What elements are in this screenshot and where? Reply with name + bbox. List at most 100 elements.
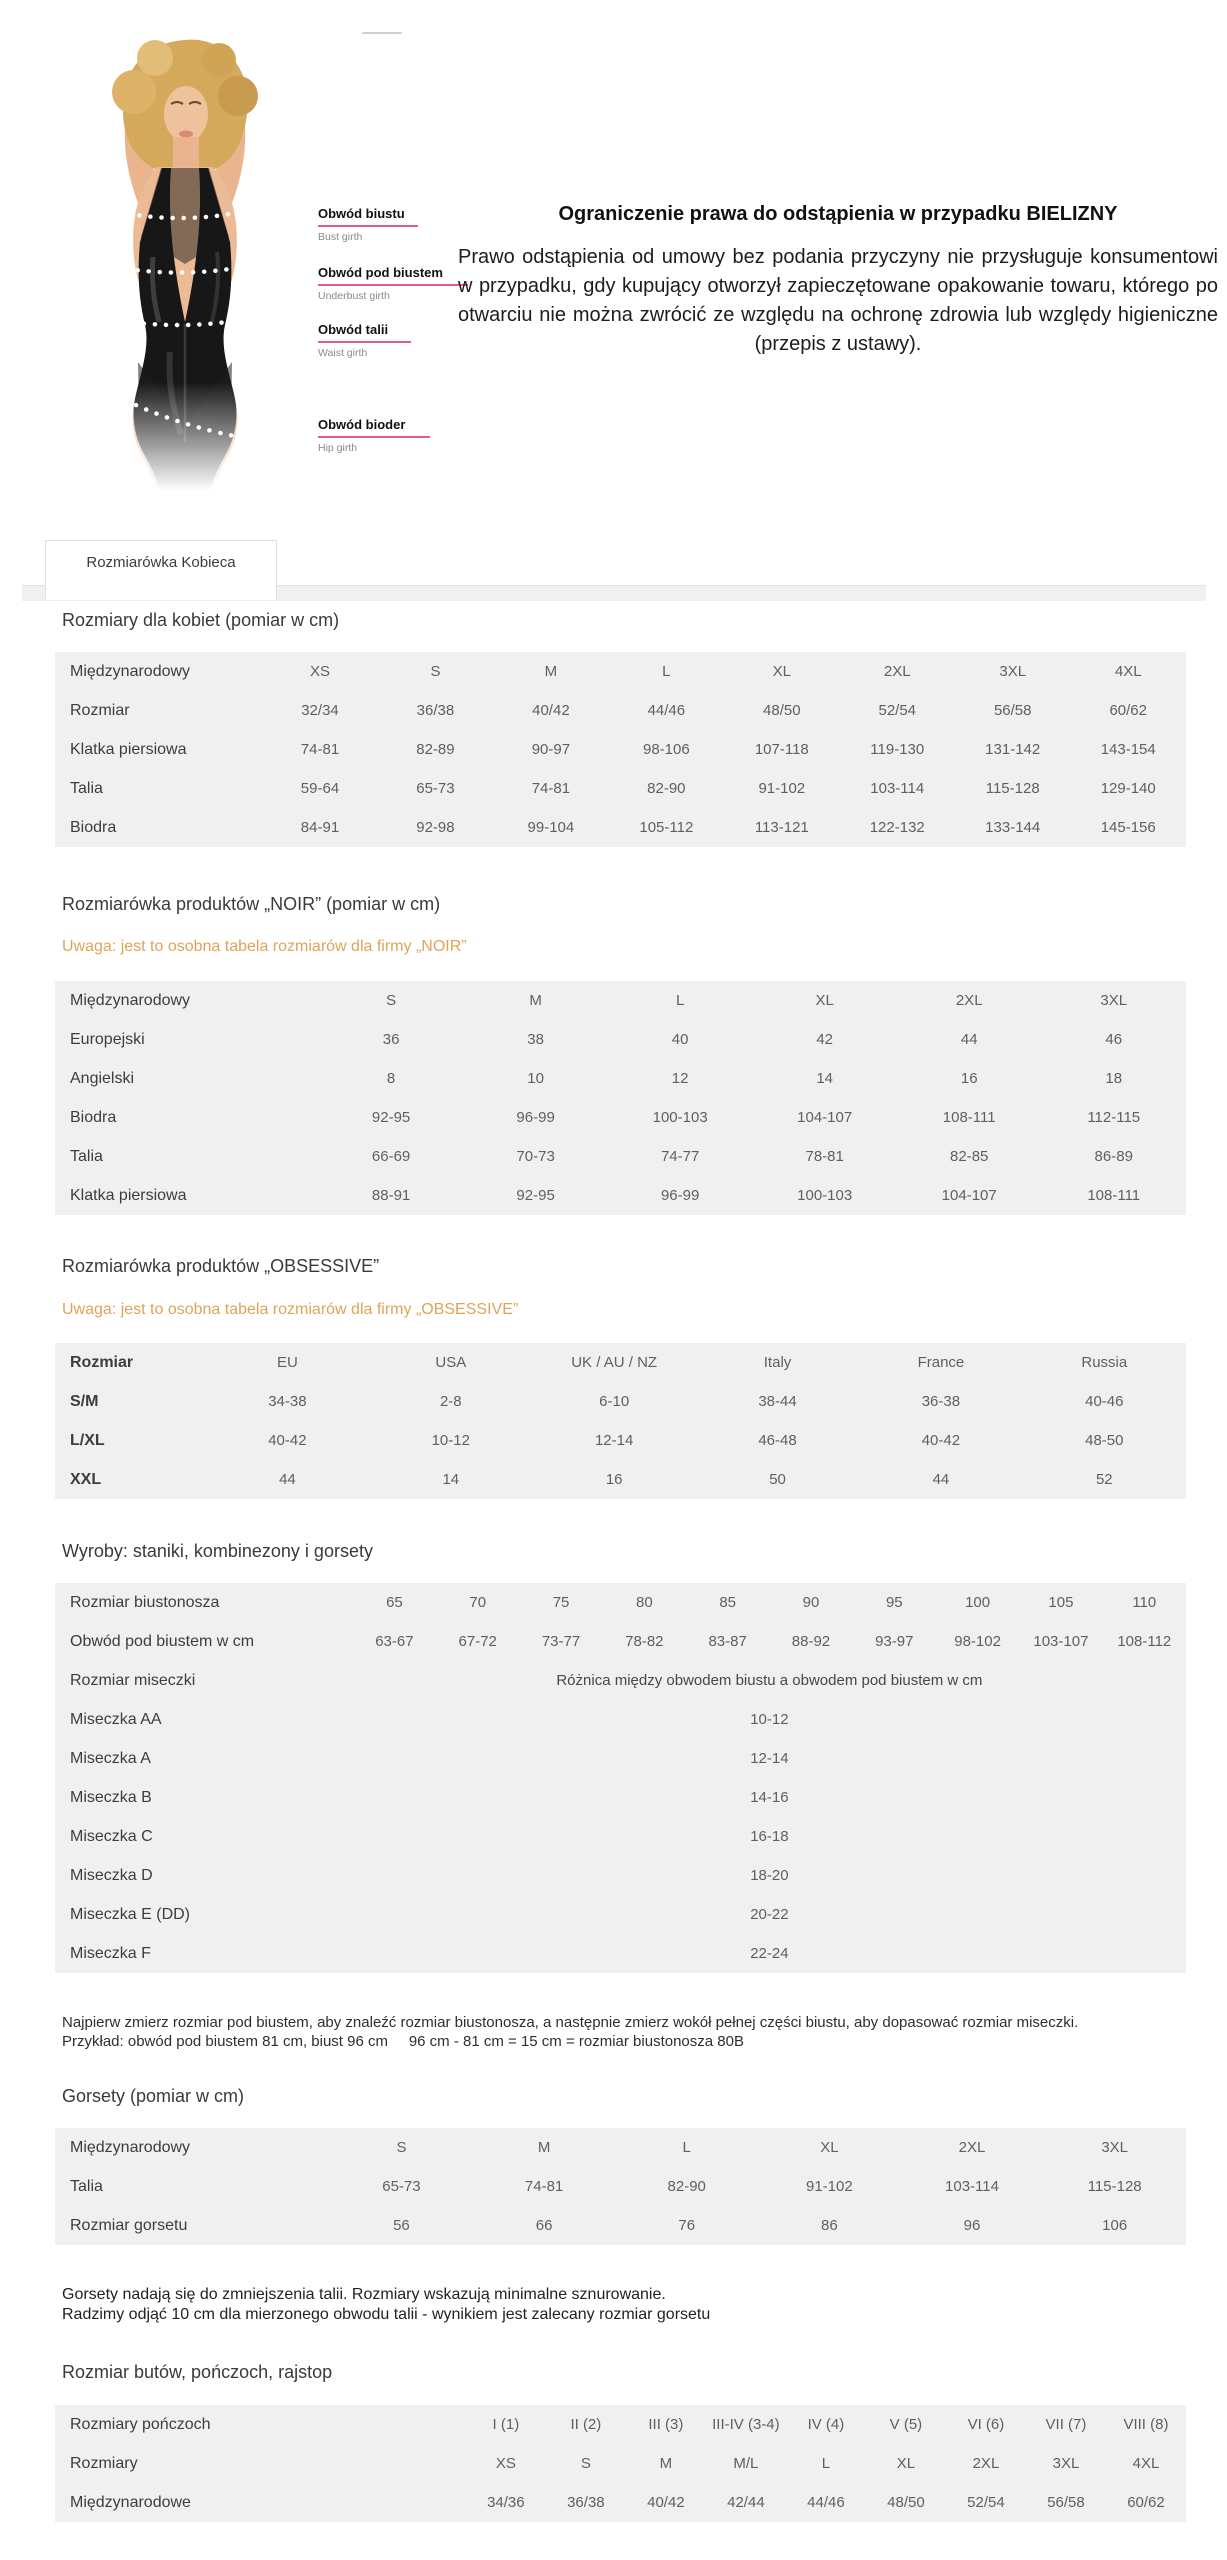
cell-value: 12 — [671, 1070, 689, 1087]
row-label: Talia — [70, 779, 103, 797]
corset-table: Międzynarodowy S M L XL 2XL 3XL Talia 65-73 74-81… — [55, 2128, 1186, 2245]
corset-note-line2: Radzimy odjąć 10 cm dla mierzonego obwod… — [62, 2306, 711, 2323]
tab-rozmiarowka-kobieca[interactable]: Rozmiarówka Kobieca — [45, 540, 277, 600]
cell-value: 105-112 — [639, 819, 694, 836]
noir-sizes-table: Międzynarodowy S M L XL 2XL 3XL Europejski 36 38 4… — [55, 981, 1186, 1215]
cell-value: 3XL — [999, 663, 1027, 680]
cell-value: L — [682, 2139, 691, 2156]
table-row: Miseczka AA 10-12 — [55, 1700, 1186, 1739]
cell-value: 99-104 — [527, 819, 575, 836]
cell-value: 16 — [960, 1070, 978, 1087]
table-row: Talia 59-64 65-73 74-81 82-90 91-102 103-114 11… — [55, 769, 1186, 808]
row-label: Rozmiar — [70, 701, 130, 719]
cell-value: M — [537, 2139, 551, 2156]
cell-value: M — [544, 663, 558, 680]
cell-value: 40/42 — [647, 2494, 685, 2511]
notice-title: Ograniczenie prawa do odstąpienia w przy… — [558, 203, 1118, 225]
bra-measure-note-line2: Przykład: obwód pod biustem 81 cm, biust… — [62, 2033, 744, 2050]
cell-value: 106 — [1102, 2217, 1128, 2234]
model-photo — [35, 22, 335, 510]
cell-value: 92-95 — [371, 1109, 411, 1126]
cell-value: 36 — [382, 1031, 400, 1048]
cell-value: France — [917, 1354, 965, 1371]
cell-value: 100-103 — [797, 1187, 853, 1204]
table-row: Biodra 92-95 96-99 100-103 104-107 108-111 112… — [55, 1098, 1186, 1137]
cell-value: 65-73 — [416, 780, 455, 797]
cell-value: 10 — [527, 1070, 544, 1087]
cell-value: 46-48 — [758, 1432, 797, 1449]
table-row: Rozmiar miseczki Różnica między obwodem b… — [55, 1661, 1186, 1700]
cell-value: XL — [896, 2455, 916, 2472]
cell-value: 56 — [393, 2217, 410, 2234]
table-row: Biodra 84-91 92-98 99-104 105-112 113-121 122-… — [55, 808, 1186, 847]
measurement-underline — [318, 284, 468, 286]
tab-label: Rozmiarówka Kobieca — [86, 554, 236, 571]
photo-fade-overlay — [35, 382, 335, 510]
cell-value: 100-103 — [652, 1109, 708, 1126]
cell-value: 4XL — [1114, 663, 1142, 680]
cell-value: 3XL — [1100, 992, 1128, 1009]
cell-value: II (2) — [570, 2416, 602, 2433]
cell-value: 100 — [965, 1594, 991, 1611]
cell-value: 104-107 — [941, 1187, 997, 1204]
cell-value: M/L — [733, 2455, 759, 2472]
cell-value: 50 — [769, 1471, 786, 1488]
cell-value: 78-81 — [805, 1148, 844, 1165]
cell-value: 91-102 — [806, 2178, 853, 2195]
cell-value: 40-42 — [268, 1432, 307, 1449]
row-label: Międzynarodowe — [70, 2493, 191, 2511]
cell-value: 18-20 — [750, 1867, 789, 1884]
cell-value: 52/54 — [878, 702, 917, 719]
row-label: Miseczka A — [70, 1749, 151, 1767]
cell-value: 76 — [678, 2217, 696, 2234]
table-row: Rozmiar gorsetu 56 66 76 86 96 106 — [55, 2206, 1186, 2245]
table-row: Angielski 8 10 12 14 16 18 — [55, 1059, 1186, 1098]
cell-value: 52 — [1095, 1471, 1113, 1488]
cell-value: 115-128 — [985, 780, 1040, 797]
section-heading-stockings: Rozmiar butów, pończoch, rajstop — [62, 2362, 333, 2382]
cell-value: 56/58 — [993, 702, 1032, 719]
cell-value: EU — [276, 1354, 298, 1371]
measurement-label: Obwód bioder — [318, 417, 406, 432]
row-label: Obwód pod biustem w cm — [70, 1632, 255, 1650]
row-label: Miseczka D — [70, 1866, 153, 1884]
cell-value: XL — [815, 992, 834, 1009]
cell-value: V (5) — [889, 2416, 923, 2433]
cell-value: I (1) — [492, 2416, 520, 2433]
table-row: L/XL 40-42 10-12 12-14 46-48 40-42 48-50 — [55, 1421, 1186, 1460]
cell-value: 59-64 — [300, 780, 340, 797]
cell-value: 48-50 — [1085, 1432, 1124, 1449]
row-label: Międzynarodowy — [70, 991, 191, 1009]
cell-value: 91-102 — [758, 780, 806, 797]
row-label: Rozmiary pończoch — [70, 2415, 211, 2433]
bra-cup-table: Rozmiar biustonosza 65 70 75 80 85 90 95 100 105 1… — [55, 1583, 1186, 1973]
cell-value: 66-69 — [371, 1148, 411, 1165]
cell-value: UK / AU / NZ — [571, 1354, 658, 1371]
cell-value: 82-89 — [416, 741, 455, 758]
cell-value: 42 — [816, 1031, 834, 1048]
cell-value: 3XL — [1101, 2139, 1129, 2156]
row-label: Biodra — [70, 1108, 117, 1126]
cell-value: 84-91 — [300, 819, 340, 836]
table-row: Miseczka D 18-20 — [55, 1856, 1186, 1895]
cell-value: 95 — [885, 1594, 903, 1611]
cell-value: 14-16 — [750, 1789, 789, 1806]
cell-value: 92-98 — [416, 819, 455, 836]
cell-value: VI (6) — [967, 2416, 1005, 2433]
cell-value: 12-14 — [750, 1750, 789, 1767]
content-top-strip — [22, 585, 1206, 601]
cell-value: 48/50 — [763, 702, 801, 719]
cell-value: 103-114 — [945, 2178, 999, 2195]
cell-value: 44 — [960, 1031, 978, 1048]
cell-value: M — [529, 992, 542, 1009]
section-heading-bras: Wyroby: staniki, kombinezony i gorsety — [62, 1541, 373, 1561]
cell-value: 119-130 — [870, 741, 925, 758]
cell-value: 14 — [816, 1070, 834, 1087]
cell-value: 73-77 — [541, 1633, 581, 1650]
cell-value: 18 — [1105, 1070, 1123, 1087]
cell-value: 32/34 — [301, 702, 339, 719]
corset-note-line1: Gorsety nadają się do zmniejszenia talii… — [62, 2286, 666, 2303]
table-row: Miseczka C 16-18 — [55, 1817, 1186, 1856]
cell-value: 67-72 — [458, 1633, 497, 1650]
